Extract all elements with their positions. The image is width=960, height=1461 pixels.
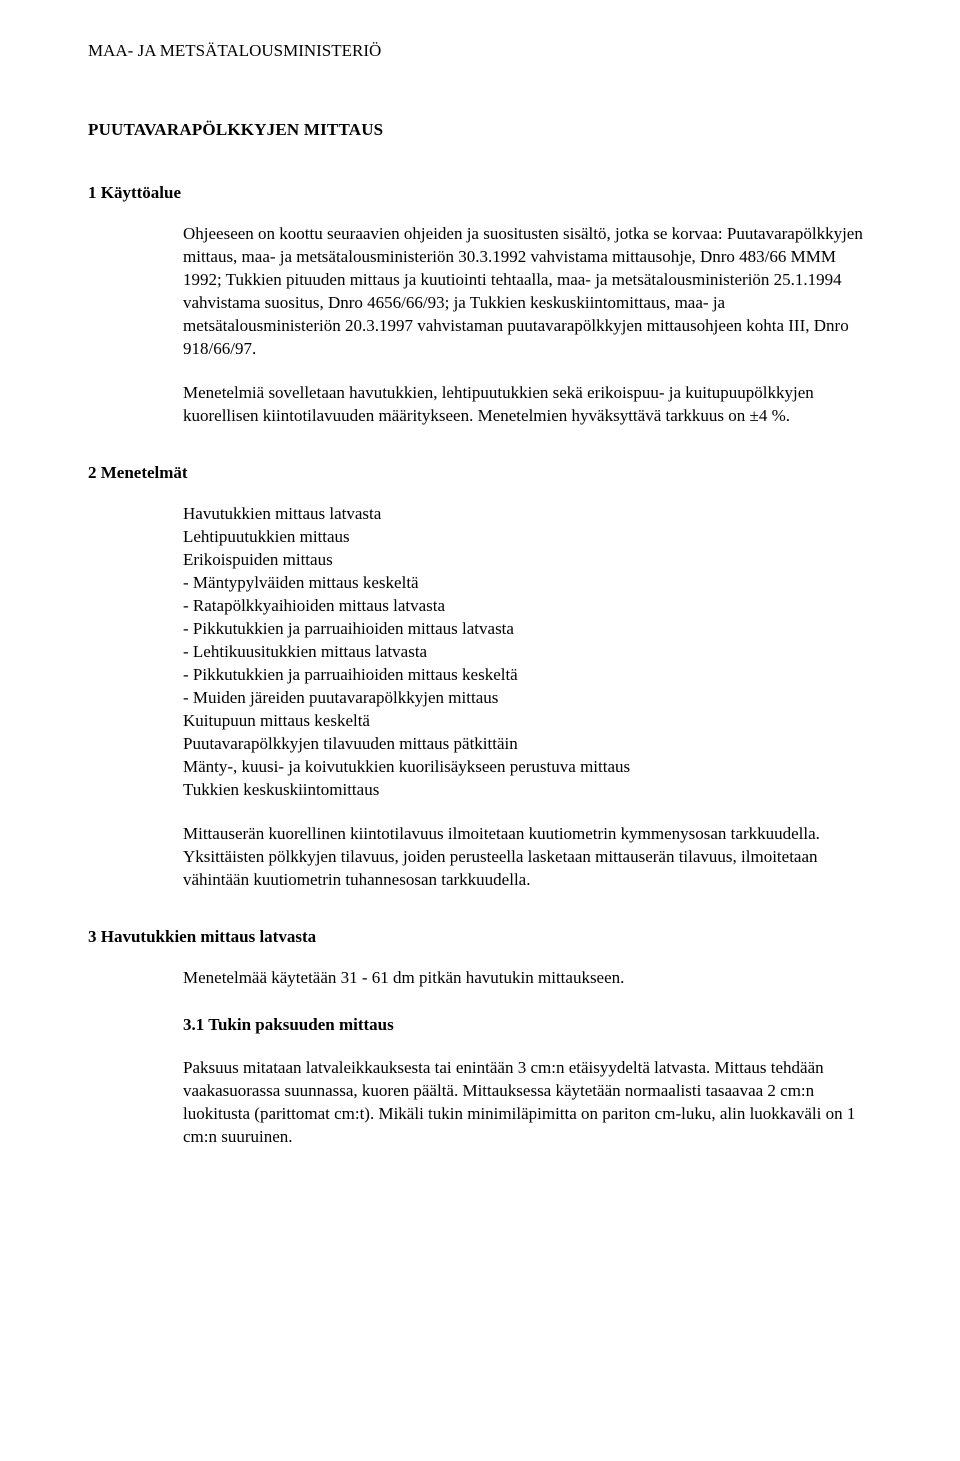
list-item: Erikoispuiden mittaus bbox=[183, 549, 872, 572]
list-item: - Muiden järeiden puutavarapölkkyjen mit… bbox=[183, 687, 872, 710]
list-item: Mänty-, kuusi- ja koivutukkien kuorilisä… bbox=[183, 756, 872, 779]
list-item: Havutukkien mittaus latvasta bbox=[183, 503, 872, 526]
section-1-paragraph-2: Menetelmiä sovelletaan havutukkien, leht… bbox=[183, 382, 872, 428]
list-item: Lehtipuutukkien mittaus bbox=[183, 526, 872, 549]
method-list: Havutukkien mittaus latvasta Lehtipuutuk… bbox=[183, 503, 872, 801]
list-item: Tukkien keskuskiintomittaus bbox=[183, 779, 872, 802]
list-item: - Lehtikuusitukkien mittaus latvasta bbox=[183, 641, 872, 664]
list-item: Puutavarapölkkyjen tilavuuden mittaus pä… bbox=[183, 733, 872, 756]
section-3-1-heading: 3.1 Tukin paksuuden mittaus bbox=[183, 1014, 872, 1037]
section-3-heading: 3 Havutukkien mittaus latvasta bbox=[88, 926, 872, 949]
section-1-paragraph-1: Ohjeeseen on koottu seuraavien ohjeiden … bbox=[183, 223, 872, 361]
document-title: PUUTAVARAPÖLKKYJEN MITTAUS bbox=[88, 119, 872, 142]
list-item: - Pikkutukkien ja parruaihioiden mittaus… bbox=[183, 664, 872, 687]
list-item: Kuitupuun mittaus keskeltä bbox=[183, 710, 872, 733]
list-item: - Pikkutukkien ja parruaihioiden mittaus… bbox=[183, 618, 872, 641]
list-item: - Mäntypylväiden mittaus keskeltä bbox=[183, 572, 872, 595]
section-2-heading: 2 Menetelmät bbox=[88, 462, 872, 485]
section-3-paragraph-1: Menetelmää käytetään 31 - 61 dm pitkän h… bbox=[183, 967, 872, 990]
section-2-paragraph: Mittauserän kuorellinen kiintotilavuus i… bbox=[183, 823, 872, 892]
list-item: - Ratapölkkyaihioiden mittaus latvasta bbox=[183, 595, 872, 618]
organization-name: MAA- JA METSÄTALOUSMINISTERIÖ bbox=[88, 40, 872, 63]
section-3-paragraph-2: Paksuus mitataan latvaleikkauksesta tai … bbox=[183, 1057, 872, 1149]
section-1-heading: 1 Käyttöalue bbox=[88, 182, 872, 205]
